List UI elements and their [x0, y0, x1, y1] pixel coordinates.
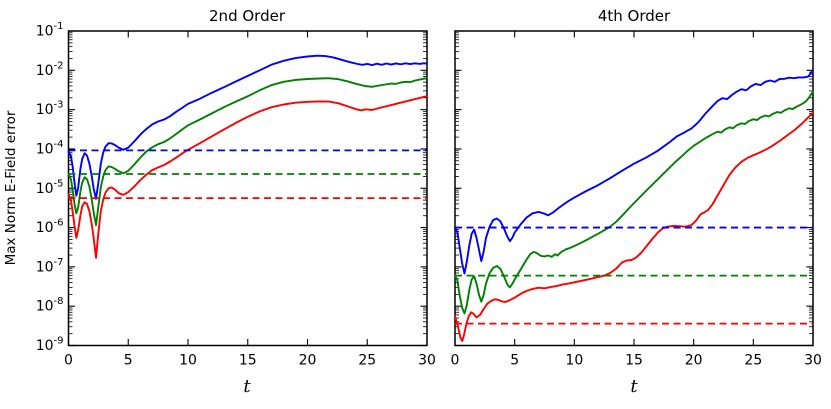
- axes-frame: [67, 30, 428, 347]
- blue-solid-curve: [454, 69, 814, 275]
- y-tick-label: 10-3: [36, 100, 64, 119]
- right-x-axis-label: t: [630, 376, 638, 397]
- axis-ticks: 0 5 10 15 20 25 30: [451, 30, 822, 369]
- x-tick-label: 20: [685, 353, 703, 369]
- right-subplot: 0 5 10 15 20 25 30: [451, 30, 822, 369]
- left-plot-title: 2nd Order: [209, 7, 286, 25]
- x-tick-label: 5: [124, 353, 133, 369]
- x-tick-label: 5: [510, 353, 519, 369]
- x-tick-label: 30: [418, 353, 436, 369]
- y-tick-label: 10-4: [36, 139, 64, 158]
- left-x-axis-label: t: [243, 376, 251, 397]
- x-tick-label: 25: [358, 353, 376, 369]
- y-tick-label: 10-8: [36, 296, 64, 315]
- y-tick-label: 10-6: [36, 218, 64, 237]
- axes-frame: [454, 30, 814, 347]
- x-tick-label: 15: [239, 353, 257, 369]
- y-axis-label: Max Norm E-Field error: [3, 110, 19, 265]
- y-tick-label: 10-7: [36, 257, 64, 276]
- right-plot-title: 4th Order: [598, 7, 671, 25]
- blue-solid-curve: [67, 54, 428, 200]
- x-tick-label: 30: [804, 353, 822, 369]
- x-tick-label: 0: [64, 353, 73, 369]
- y-tick-label: 10-5: [36, 178, 64, 197]
- y-tick-label: 10-9: [36, 336, 64, 355]
- y-tick-label: 10-2: [36, 60, 64, 79]
- left-subplot: 0 5 10 15 20 25 30 10-1 10-2 10-3 10-4 10-5 10-6 10-7…: [36, 21, 436, 369]
- green-solid-curve: [67, 76, 428, 227]
- green-solid-curve: [454, 90, 814, 315]
- x-tick-label: 20: [299, 353, 317, 369]
- y-tick-label: 10-1: [36, 21, 64, 40]
- x-tick-label: 0: [451, 353, 460, 369]
- x-tick-label: 25: [744, 353, 762, 369]
- red-solid-curve: [67, 95, 428, 259]
- x-tick-label: 10: [565, 353, 583, 369]
- x-tick-label: 15: [625, 353, 643, 369]
- x-tick-label: 10: [179, 353, 197, 369]
- red-solid-curve: [454, 111, 814, 342]
